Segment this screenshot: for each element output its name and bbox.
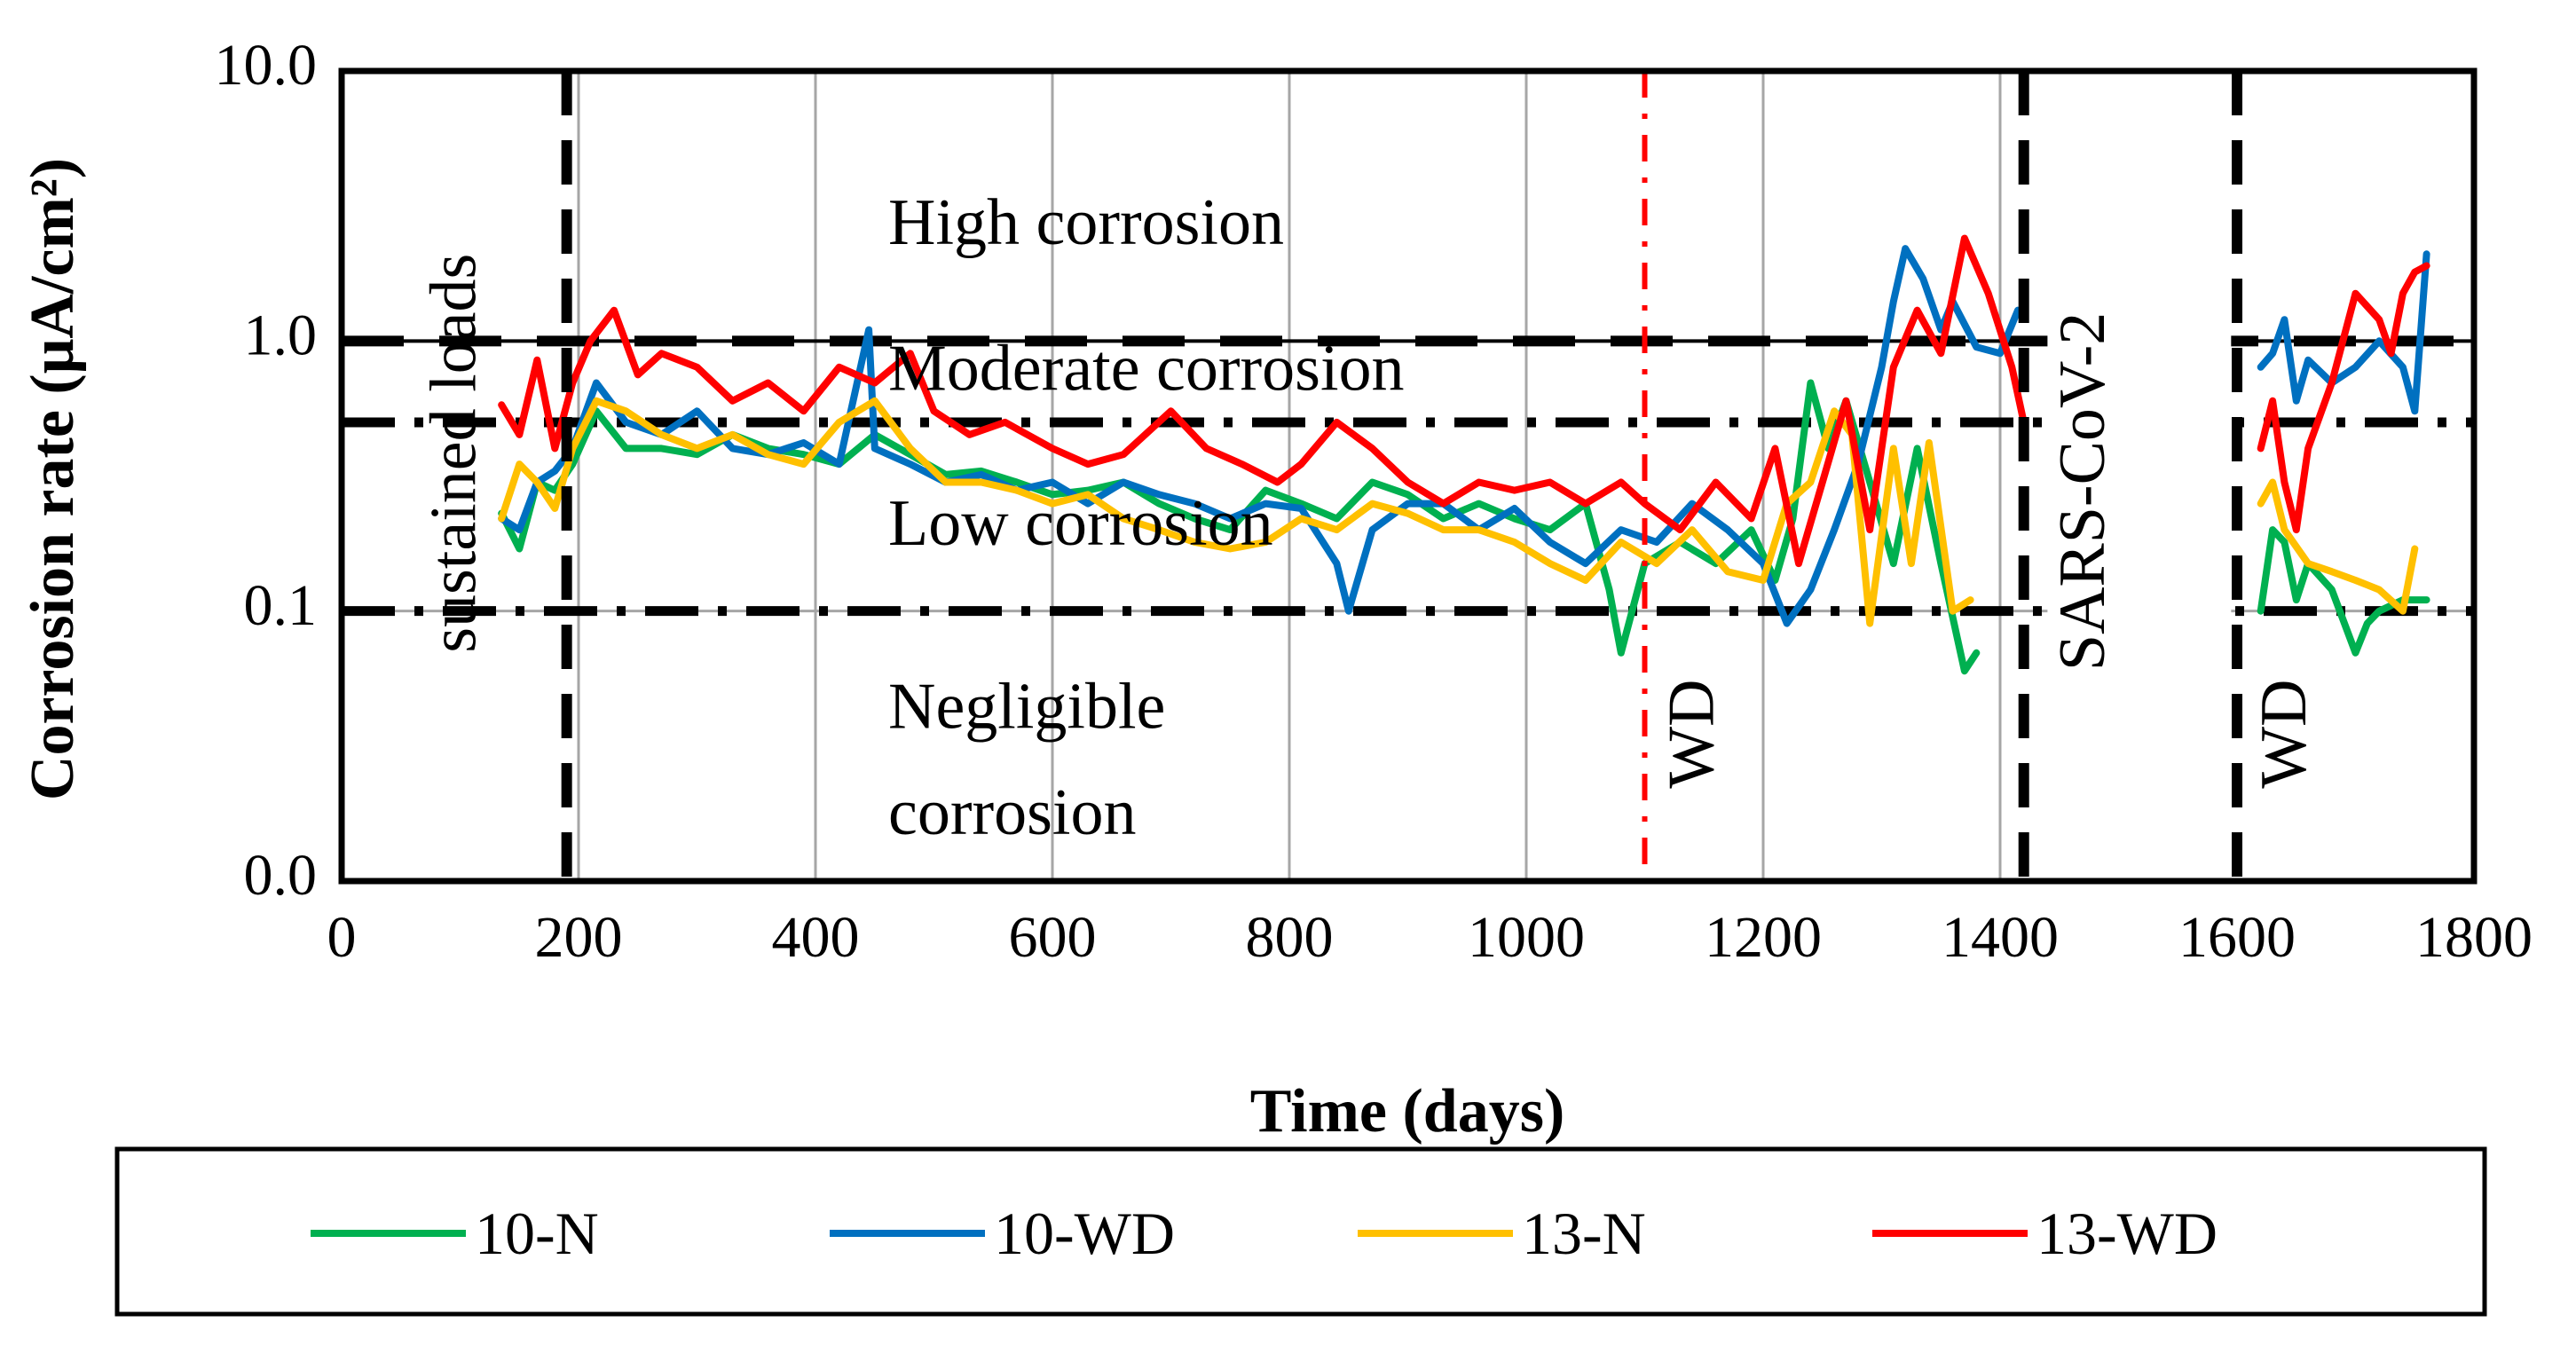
- plot-frame: [338, 67, 2478, 885]
- x-tick-label: 800: [1246, 905, 1334, 970]
- series-line-10-N: [2257, 526, 2430, 657]
- x-tick-label: 1200: [1705, 905, 1822, 970]
- phase-label: WD: [2248, 679, 2320, 788]
- x-tick-label: 200: [535, 905, 623, 970]
- x-tick-label: 1600: [2178, 905, 2296, 970]
- legend: 10-N 10-WD 13-N 13-WD: [311, 1200, 2218, 1267]
- x-tick-label: 400: [772, 905, 860, 970]
- y-tick-label: 0.0: [244, 843, 318, 908]
- series-lines: [498, 234, 2430, 675]
- series-line-13-N: [2257, 478, 2419, 615]
- zone-label: Negligible: [888, 670, 1165, 743]
- legend-label: 13-WD: [2036, 1200, 2218, 1267]
- y-tick-label: 0.1: [244, 573, 318, 638]
- legend-label: 13-N: [1522, 1200, 1646, 1267]
- series-line-10-WD: [498, 245, 2021, 627]
- phase-label: WD: [1656, 679, 1729, 788]
- zone-label: corrosion: [888, 776, 1137, 849]
- x-axis-ticks: 0 200 400 600 800 1000 1200 1400 1600 1800: [327, 905, 2533, 970]
- x-axis-title: Time (days): [1250, 1077, 1565, 1145]
- series-line-13-WD: [2257, 262, 2430, 534]
- zone-label: High corrosion: [888, 186, 1284, 259]
- x-tick-label: 1800: [2415, 905, 2533, 970]
- y-axis-ticks: 0.0 0.1 1.0 10.0: [215, 33, 318, 908]
- x-tick-label: 1000: [1468, 905, 1585, 970]
- zone-label: Moderate corrosion: [888, 332, 1405, 405]
- phase-label: sustained loads: [417, 254, 490, 653]
- y-tick-label: 1.0: [244, 303, 318, 367]
- phase-markers: [561, 71, 2242, 881]
- x-tick-label: 1400: [1942, 905, 2059, 970]
- y-axis-title: Corrosion rate (μA/cm²): [19, 158, 87, 800]
- x-tick-label: 0: [327, 905, 357, 970]
- series-line-13-WD: [498, 234, 2028, 568]
- phase-labels: sustained loads WD SARS-CoV-2 WD: [417, 254, 2320, 789]
- series-line-13-N: [498, 397, 1974, 627]
- legend-label: 10-N: [475, 1200, 599, 1267]
- zone-labels: High corrosion Moderate corrosion Low corr…: [888, 186, 1405, 849]
- legend-box: [114, 1146, 2487, 1317]
- x-tick-label: 600: [1009, 905, 1097, 970]
- y-tick-label: 10.0: [215, 33, 318, 98]
- legend-label: 10-WD: [994, 1200, 1175, 1267]
- series-line-10-N: [498, 379, 1981, 675]
- zone-label: Low corrosion: [888, 487, 1273, 560]
- phase-label: SARS-CoV-2: [2046, 312, 2119, 671]
- axis-gap-mask: [2047, 78, 2232, 874]
